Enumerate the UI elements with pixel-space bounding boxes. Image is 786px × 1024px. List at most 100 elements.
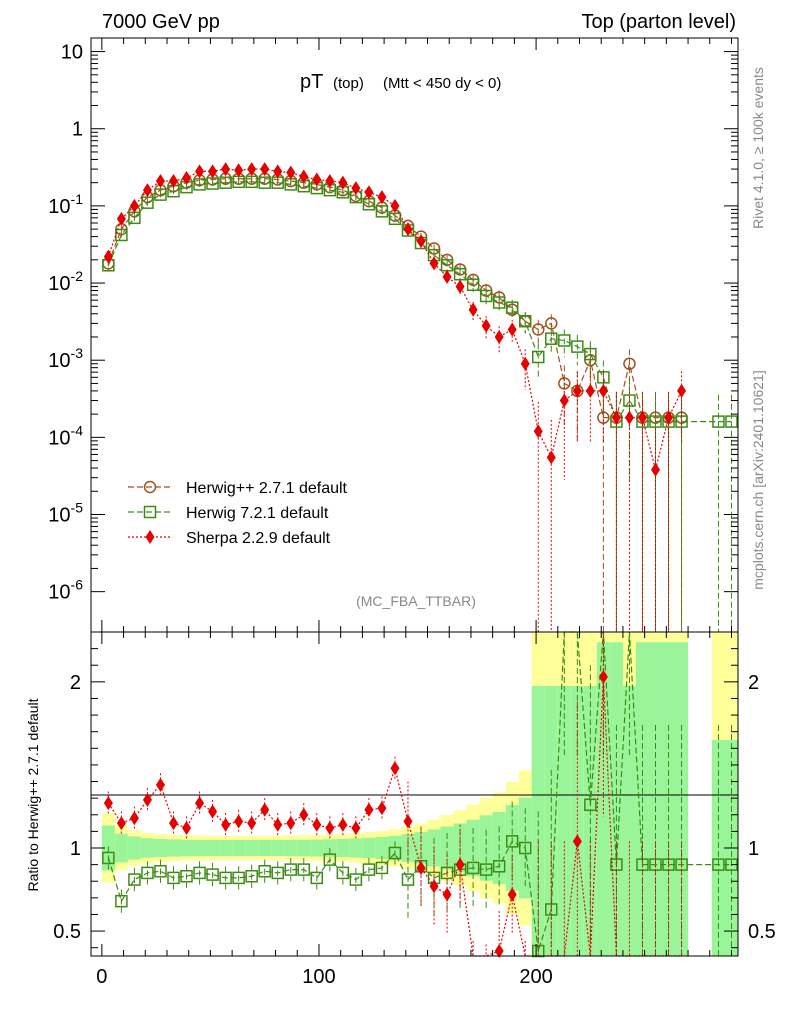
data-point-diamond [182,821,192,836]
data-point-square [154,188,167,201]
data-point-diamond [247,816,257,831]
analysis-watermark: (MC_FBA_TTBAR) [356,593,476,609]
ratio-y-tick-label-right: 2 [748,672,759,694]
ratio-y-tick-label: 0.5 [53,921,81,943]
data-point-square [479,863,493,876]
ratio-x-tick-label: 0 [96,966,107,988]
data-point-diamond [247,162,257,177]
ratio-series-line [107,631,732,952]
data-point-diamond [116,816,126,831]
ratio-band-green [375,836,389,860]
ratio-band-green [297,839,311,857]
data-point-square [271,866,284,880]
data-point-diamond [416,860,426,875]
series-line [107,181,732,424]
data-point-square [323,853,337,866]
data-point-diamond [169,174,179,189]
data-point-diamond [442,887,452,902]
ratio-band-green [127,836,141,860]
data-point-diamond [494,329,504,344]
data-point-diamond [546,450,556,465]
data-point-square [558,334,571,347]
data-point-diamond [611,410,621,425]
main-y-tick-exponent: -6 [71,577,84,593]
data-point-diamond [221,817,231,832]
ratio-band-green [622,686,636,956]
data-point-square [284,863,297,876]
data-point-diamond [585,383,595,398]
data-point-square [479,289,493,303]
data-point-square [193,178,206,191]
data-point-square [401,873,415,886]
data-point-diamond [572,834,582,849]
ratio-band-green [232,840,246,856]
data-point-square [310,871,324,885]
data-point-diamond [468,302,478,317]
data-point-square [297,863,311,876]
data-point-square [167,871,180,885]
data-point-square [584,798,597,812]
main-y-tick-exponent: -3 [71,345,84,361]
data-point-square [362,863,376,876]
data-point-diamond [234,814,244,829]
data-point-diamond [145,530,155,544]
data-point-diamond [208,804,218,819]
main-y-tick-exponent: -5 [71,500,84,516]
data-point-square [115,228,128,242]
ratio-y-tick-label: 2 [70,672,81,694]
data-point-diamond [364,185,374,200]
data-point-square [115,894,128,908]
data-point-square [154,865,167,878]
data-point-square [143,505,157,519]
data-point-square [584,347,597,361]
data-point-diamond [507,322,517,337]
data-point-diamond [208,164,218,179]
data-point-diamond [286,816,296,831]
data-point-diamond [598,383,608,398]
ratio-y-axis: 2 2 1 1 0.5 0.5 [53,648,776,949]
ratio-band-green [336,839,350,857]
ratio-band-green [349,838,363,858]
main-series-layer [102,162,738,632]
ratio-x-tick-label: 100 [302,966,335,988]
data-point-diamond [650,462,660,477]
data-point-square [375,205,389,218]
data-point-diamond [377,801,387,816]
data-point-square [649,415,662,428]
data-point-square [245,869,258,883]
data-point-diamond [559,393,569,408]
data-point-diamond [155,174,165,189]
data-point-diamond [155,777,165,792]
ratio-band-green [401,834,415,862]
data-point-square [141,866,154,880]
data-point-diamond [103,796,113,811]
ratio-y-tick-label-right: 0.5 [748,921,776,943]
ratio-band-green [193,839,207,857]
main-y-axis: 10 1 10-1 10-2 10-3 10-4 10-5 10-6 [48,42,738,604]
data-point-diamond [142,183,152,198]
data-point-diamond [364,802,374,817]
data-point-diamond [377,190,387,205]
ratio-band-green [596,642,610,956]
data-point-diamond [338,817,348,832]
main-y-tick-exponent: -2 [71,268,84,284]
data-point-diamond [598,669,608,684]
data-point-square [258,865,271,878]
ratio-band-green [153,839,167,857]
main-y-tick-exponent: -1 [71,191,84,207]
data-point-square [466,278,480,292]
data-point-diamond [169,816,179,831]
data-point-square [725,415,738,428]
data-point-square [219,871,232,885]
data-point-square [518,314,532,328]
main-y-tick-label: 10 [61,42,83,64]
header-right: Top (parton level) [581,11,736,33]
data-point-square [712,858,725,871]
data-point-square [571,340,584,353]
data-point-diamond [286,165,296,180]
data-point-square [505,835,519,848]
data-point-square [518,841,532,855]
main-y-tick-label: 10-1 [48,191,83,218]
data-point-diamond [325,821,335,836]
